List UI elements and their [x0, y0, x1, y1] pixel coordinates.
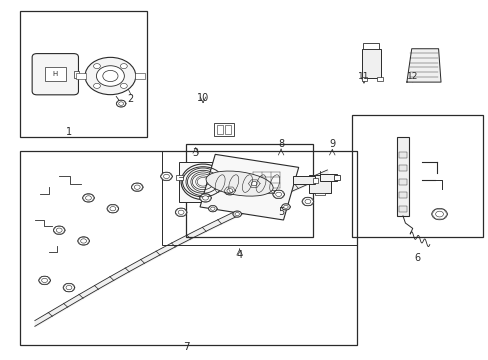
- Circle shape: [248, 179, 260, 188]
- Circle shape: [226, 189, 232, 193]
- Bar: [398, 179, 407, 185]
- Bar: [351, 116, 483, 237]
- Circle shape: [41, 278, 47, 283]
- Circle shape: [283, 205, 287, 208]
- Text: 2: 2: [126, 94, 133, 104]
- Bar: [135, 73, 144, 79]
- Bar: [396, 137, 408, 216]
- Circle shape: [281, 204, 290, 210]
- Circle shape: [107, 204, 119, 213]
- Text: 6: 6: [414, 253, 420, 263]
- Bar: [178, 162, 227, 202]
- Circle shape: [202, 196, 208, 200]
- Bar: [76, 73, 86, 79]
- Circle shape: [53, 226, 65, 234]
- Circle shape: [224, 186, 235, 195]
- Circle shape: [102, 71, 118, 82]
- Circle shape: [232, 211, 241, 217]
- Circle shape: [435, 211, 443, 217]
- Text: 8: 8: [278, 139, 284, 149]
- Bar: [259, 190, 273, 193]
- Text: 5: 5: [277, 207, 284, 217]
- Polygon shape: [406, 49, 440, 82]
- Bar: [44, 67, 66, 81]
- Text: 1: 1: [66, 127, 72, 136]
- Text: 11: 11: [358, 72, 369, 81]
- Bar: [217, 126, 223, 134]
- Bar: [214, 123, 233, 136]
- Bar: [361, 77, 366, 81]
- Circle shape: [120, 64, 127, 69]
- Bar: [398, 166, 407, 171]
- Bar: [249, 170, 283, 190]
- Bar: [398, 192, 407, 198]
- Circle shape: [39, 276, 50, 285]
- Circle shape: [305, 199, 310, 204]
- Circle shape: [120, 84, 127, 89]
- Circle shape: [210, 207, 215, 210]
- Text: 10: 10: [197, 93, 209, 103]
- Circle shape: [208, 206, 217, 212]
- Bar: [398, 206, 407, 212]
- Circle shape: [431, 208, 447, 220]
- Circle shape: [66, 285, 72, 290]
- Circle shape: [82, 194, 94, 202]
- Circle shape: [302, 197, 313, 206]
- Circle shape: [160, 172, 172, 181]
- Bar: [333, 175, 339, 180]
- Bar: [315, 193, 325, 195]
- Bar: [376, 77, 382, 81]
- Bar: [20, 151, 356, 345]
- Circle shape: [116, 100, 126, 107]
- Text: H: H: [53, 71, 58, 77]
- Text: 7: 7: [183, 342, 189, 352]
- Circle shape: [275, 192, 281, 197]
- Circle shape: [81, 239, 86, 243]
- Circle shape: [235, 212, 239, 216]
- Circle shape: [85, 57, 136, 95]
- Bar: [224, 126, 230, 134]
- Text: 3: 3: [192, 148, 199, 158]
- Circle shape: [199, 194, 211, 202]
- Circle shape: [131, 183, 143, 192]
- FancyBboxPatch shape: [32, 54, 78, 95]
- Circle shape: [134, 185, 140, 189]
- Circle shape: [163, 174, 169, 179]
- Circle shape: [96, 66, 124, 86]
- FancyBboxPatch shape: [200, 154, 298, 220]
- Circle shape: [56, 228, 62, 232]
- Bar: [309, 175, 330, 193]
- Circle shape: [251, 181, 257, 186]
- Circle shape: [119, 102, 123, 105]
- Text: 4: 4: [236, 249, 242, 260]
- Bar: [312, 178, 317, 183]
- Text: 9: 9: [328, 139, 335, 149]
- Bar: [363, 42, 378, 49]
- Bar: [398, 152, 407, 158]
- Bar: [185, 144, 312, 237]
- Circle shape: [110, 207, 116, 211]
- Bar: [176, 175, 182, 180]
- Circle shape: [272, 190, 284, 199]
- Bar: [293, 176, 315, 184]
- Bar: [20, 12, 147, 137]
- Text: 12: 12: [406, 72, 418, 81]
- Bar: [73, 71, 79, 78]
- Bar: [161, 151, 356, 244]
- Circle shape: [178, 210, 183, 215]
- Circle shape: [63, 283, 75, 292]
- Ellipse shape: [205, 171, 273, 196]
- Bar: [320, 174, 336, 181]
- Circle shape: [93, 84, 100, 89]
- Circle shape: [85, 196, 91, 200]
- Circle shape: [175, 208, 186, 217]
- Circle shape: [93, 64, 100, 69]
- Circle shape: [78, 237, 89, 245]
- Bar: [361, 49, 380, 78]
